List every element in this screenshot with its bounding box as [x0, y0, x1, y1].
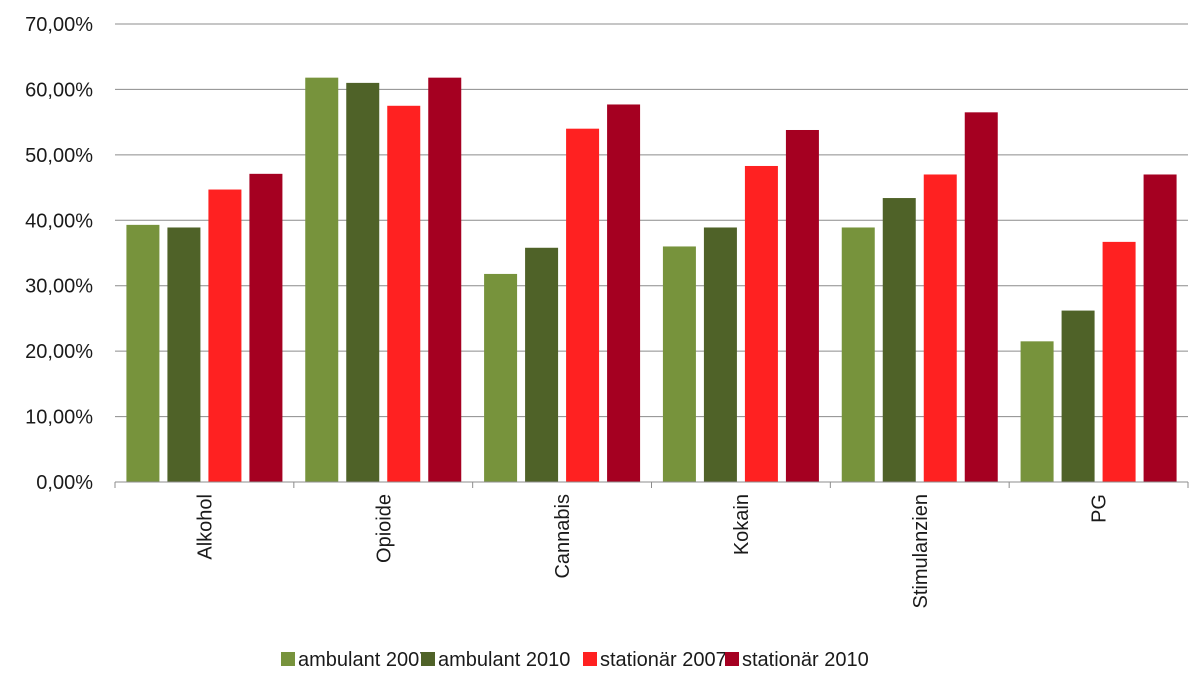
legend: ambulant 2007 ambulant 2010 stationär 2007…	[281, 649, 869, 671]
y-tick-label: 60,00%	[25, 79, 93, 101]
y-tick-label: 50,00%	[25, 145, 93, 167]
grid	[115, 23, 1188, 418]
legend-swatch	[725, 652, 739, 666]
y-tick-label: 0,00%	[36, 472, 93, 494]
legend-item: ambulant 2010	[421, 649, 570, 671]
bar-alkohol-stationär-2007	[208, 189, 242, 482]
legend-item: stationär 2010	[725, 649, 869, 671]
legend-label: ambulant 2010	[438, 649, 570, 671]
category-label: PG	[1089, 494, 1111, 523]
bar-kokain-ambulant-2007	[662, 246, 696, 482]
legend-swatch	[583, 652, 597, 666]
category-label: Kokain	[731, 494, 753, 555]
bar-alkohol-stationär-2010	[249, 173, 283, 482]
bar-kokain-ambulant-2010	[703, 227, 737, 482]
category-label: Stimulanzien	[910, 494, 932, 609]
bar-cannabis-stationär-2007	[566, 128, 600, 482]
y-tick-label: 20,00%	[25, 341, 93, 363]
category-label: Alkohol	[194, 494, 216, 560]
bar-kokain-stationär-2007	[744, 165, 778, 483]
bar-cannabis-ambulant-2010	[525, 247, 559, 482]
bar-opioide-stationär-2010	[428, 77, 462, 482]
y-tick-label: 70,00%	[25, 14, 93, 36]
legend-label: stationär 2007	[600, 649, 727, 671]
y-axis-tick-labels: 0,00% 10,00% 20,00% 30,00% 40,00% 50,00% 60,00…	[25, 14, 93, 494]
legend-label: ambulant 2007	[298, 649, 430, 671]
bar-stimulanzien-ambulant-2007	[841, 227, 875, 482]
bar-cannabis-ambulant-2007	[484, 273, 518, 482]
bar-opioide-ambulant-2007	[305, 77, 339, 482]
x-axis	[114, 481, 1189, 488]
y-tick-label: 40,00%	[25, 210, 93, 232]
category-label: Cannabis	[552, 494, 574, 579]
bar-alkohol-ambulant-2010	[167, 227, 201, 482]
bar-pg-ambulant-2010	[1061, 310, 1095, 482]
legend-swatch	[281, 652, 295, 666]
legend-swatch	[421, 652, 435, 666]
legend-label: stationär 2010	[742, 649, 869, 671]
y-tick-label: 30,00%	[25, 276, 93, 298]
bars	[126, 77, 1177, 483]
bar-kokain-stationär-2010	[785, 129, 819, 482]
bar-opioide-stationär-2007	[387, 105, 421, 483]
bar-alkohol-ambulant-2007	[126, 224, 160, 482]
bar-stimulanzien-stationär-2007	[923, 174, 957, 482]
bar-stimulanzien-stationär-2010	[964, 112, 998, 482]
bar-pg-stationär-2010	[1143, 174, 1177, 482]
category-labels: Alkohol Opioide Cannabis Kokain Stimulanzien…	[194, 494, 1110, 609]
category-label: Opioide	[373, 494, 395, 563]
bar-pg-ambulant-2007	[1020, 341, 1054, 482]
legend-item: stationär 2007	[583, 649, 727, 671]
legend-item: ambulant 2007	[281, 649, 430, 671]
bar-stimulanzien-ambulant-2010	[882, 198, 916, 483]
bar-cannabis-stationär-2010	[607, 104, 641, 482]
y-tick-label: 10,00%	[25, 407, 93, 429]
bar-opioide-ambulant-2010	[346, 82, 380, 482]
bar-pg-stationär-2007	[1102, 241, 1136, 482]
